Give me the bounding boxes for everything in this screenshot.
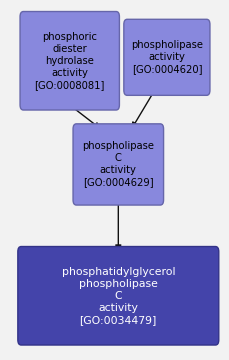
Text: phosphoric
diester
hydrolase
activity
[GO:0008081]: phosphoric diester hydrolase activity [G… [34, 32, 104, 90]
Text: phospholipase
activity
[GO:0004620]: phospholipase activity [GO:0004620] [130, 40, 202, 74]
FancyBboxPatch shape [123, 19, 209, 95]
Text: phospholipase
C
activity
[GO:0004629]: phospholipase C activity [GO:0004629] [82, 141, 154, 188]
FancyBboxPatch shape [73, 124, 163, 205]
FancyBboxPatch shape [20, 12, 119, 110]
FancyBboxPatch shape [18, 247, 218, 345]
Text: phosphatidylglycerol
phospholipase
C
activity
[GO:0034479]: phosphatidylglycerol phospholipase C act… [61, 267, 174, 325]
